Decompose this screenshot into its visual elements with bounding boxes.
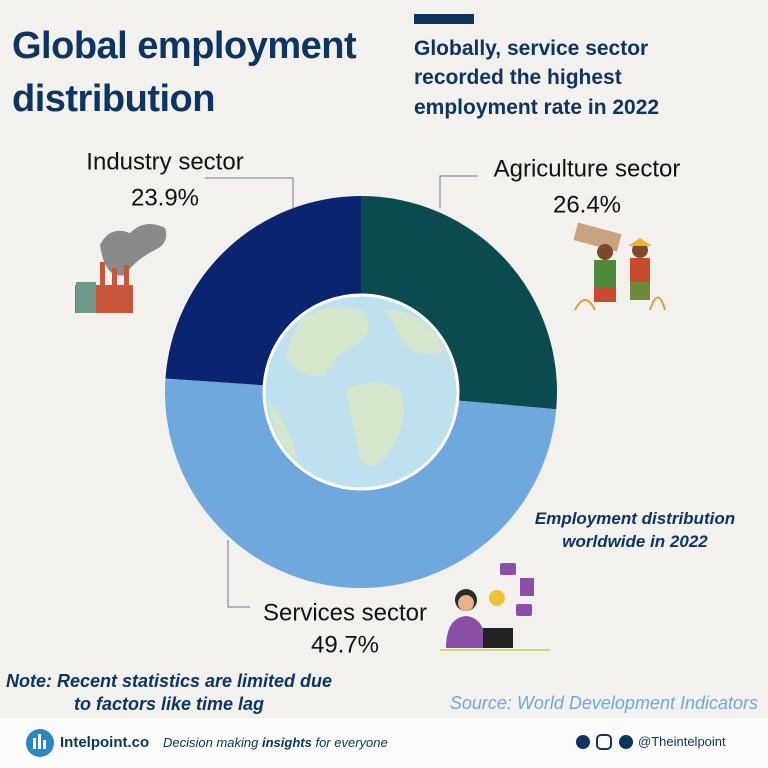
value-label: 23.9% (131, 184, 199, 211)
slice (165, 378, 557, 588)
handle: @Theintelpoint (638, 734, 726, 749)
annotation: Employment distribution worldwide in 202… (534, 509, 736, 551)
tagline: Decision making insights for everyone (163, 735, 388, 750)
note: Note: Recent statistics are limited due … (5, 671, 333, 715)
slice (165, 196, 361, 386)
tagline-part: for everyone (311, 735, 388, 750)
donut (165, 196, 557, 588)
footer: Intelpoint.co Decision making insights f… (0, 718, 768, 768)
value-label: 26.4% (553, 191, 621, 218)
tagline-part: insights (262, 735, 312, 750)
globe (262, 293, 460, 491)
brand: Intelpoint.co (60, 734, 150, 751)
title: Global employment distribution (12, 25, 357, 121)
farmers-icon (573, 222, 666, 311)
category-label: Agriculture sector (494, 155, 681, 182)
worker-icon (440, 563, 550, 651)
tagline-part: Decision making (163, 735, 262, 750)
value-label: 49.7% (311, 631, 379, 658)
subtitle: Globally, service sector recorded the hi… (414, 37, 660, 119)
factory-icon (75, 224, 167, 313)
footer-icons (26, 729, 633, 757)
accent-bar (414, 14, 474, 24)
category-label: Services sector (263, 599, 427, 626)
slice (361, 196, 557, 410)
category-label: Industry sector (86, 148, 243, 175)
chart: Agriculture sector 26.4% Services sector 49… (75, 148, 681, 658)
source: Source: World Development Indicators (449, 693, 758, 713)
leader-lines (205, 175, 478, 608)
